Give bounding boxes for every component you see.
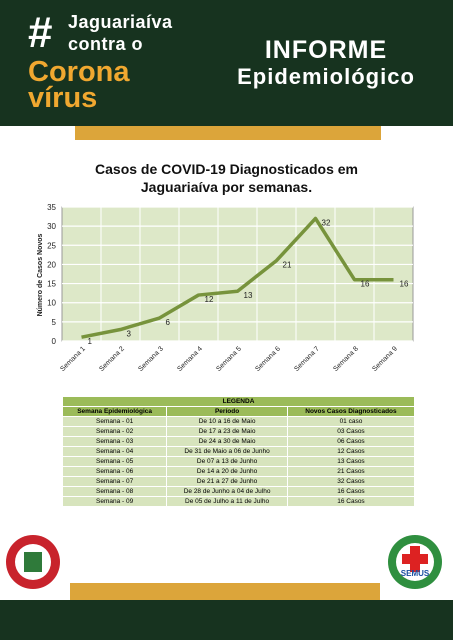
x-tick-label: Semana 8: [332, 345, 360, 373]
y-tick-label: 0: [52, 337, 57, 346]
table-cell: De 28 de Junho a 04 de Julho: [166, 486, 288, 497]
health-logo: [402, 554, 428, 564]
table-row: Semana - 03 De 24 a 30 de Maio 06 Casos: [61, 436, 416, 447]
x-tick-label: Semana 6: [254, 345, 282, 373]
table-cell: 03 Casos: [286, 426, 416, 437]
campaign-line: contra o: [68, 34, 144, 54]
column-header: Semana Epidemiológica: [61, 406, 168, 417]
y-tick-label: 5: [52, 318, 57, 327]
x-tick-label: Semana 2: [98, 345, 126, 373]
table-cell: De 21 a 27 de Junho: [166, 476, 288, 487]
table-cell: Semana - 06: [61, 466, 168, 477]
table-cell: 16 Casos: [286, 496, 416, 507]
data-label: 16: [361, 280, 370, 289]
table-row: Semana - 06 De 14 a 20 de Junho 21 Casos: [61, 466, 416, 477]
table-cell: Semana - 07: [61, 476, 168, 487]
table-row: Semana - 01 De 10 a 16 de Maio 01 caso: [61, 416, 416, 427]
table-cell: Semana - 01: [61, 416, 168, 427]
table-row: Semana - 02 De 17 a 23 de Maio 03 Casos: [61, 426, 416, 437]
campaign-line: vírus: [28, 82, 98, 114]
y-tick-label: 15: [47, 280, 56, 289]
data-label: 3: [127, 330, 132, 339]
data-label: 13: [244, 291, 253, 300]
table-cell: De 31 de Maio a 06 de Junho: [166, 446, 288, 457]
table-cell: Semana - 08: [61, 486, 168, 497]
report-title: Epidemiológico: [237, 64, 415, 89]
plot-area: [61, 206, 414, 342]
table-title-row: LEGENDA: [62, 396, 415, 407]
table-cell: Semana - 05: [61, 456, 168, 467]
report-title: INFORME: [264, 36, 388, 64]
campaign-line: Jaguariaíva: [68, 12, 173, 32]
table-cell: 32 Casos: [286, 476, 416, 487]
table-cell: De 24 a 30 de Maio: [166, 436, 288, 447]
y-tick-label: 25: [47, 241, 56, 250]
table-row: Semana - 04 De 31 de Maio a 06 de Junho 12…: [61, 446, 416, 457]
data-label: 1: [88, 337, 93, 346]
campaign-line: Corona: [28, 56, 130, 88]
footer: [0, 600, 453, 640]
table-cell: De 07 a 13 de Junho: [166, 456, 288, 467]
table-row: Semana - 09 De 05 de Julho a 11 de Julho 1…: [61, 496, 416, 507]
data-label: 6: [166, 318, 171, 327]
table-cell: 13 Casos: [286, 456, 416, 467]
x-tick-label: Semana 4: [176, 345, 204, 373]
table-cell: Semana - 09: [61, 496, 168, 507]
table-cell: 01 caso: [286, 416, 416, 427]
y-tick-label: 30: [47, 222, 56, 231]
table-cell: 16 Casos: [286, 486, 416, 497]
table-cell: 06 Casos: [286, 436, 416, 447]
y-tick-label: 35: [47, 203, 56, 212]
logos: SEMUS: [6, 535, 442, 589]
y-tick-label: 20: [47, 260, 56, 269]
table-cell: De 17 a 23 de Maio: [166, 426, 288, 437]
data-label: 16: [400, 280, 409, 289]
orange-bar: [70, 583, 380, 600]
x-tick-label: Semana 9: [371, 345, 399, 373]
table-cell: Semana - 04: [61, 446, 168, 457]
table-cell: De 14 a 20 de Junho: [166, 466, 288, 477]
table-cell: Semana - 02: [61, 426, 168, 437]
table-cell: 12 Casos: [286, 446, 416, 457]
table-cell: Semana - 03: [61, 436, 168, 447]
data-label: 21: [283, 261, 292, 270]
x-tick-label: Semana 5: [215, 345, 243, 373]
x-tick-label: Semana 3: [137, 345, 165, 373]
table-cell: De 10 a 16 de Maio: [166, 416, 288, 427]
table-cell: 21 Casos: [286, 466, 416, 477]
orange-bar: [75, 126, 381, 140]
y-tick-label: 10: [47, 299, 56, 308]
chart: Número de Casos Novos 051015202530351361…: [37, 203, 414, 373]
logo-text: SEMUS: [401, 569, 430, 578]
data-label: 12: [205, 295, 214, 304]
data-label: 32: [322, 218, 331, 227]
x-tick-label: Semana 7: [293, 345, 321, 373]
table-row: Semana - 05 De 07 a 13 de Junho 13 Casos: [61, 456, 416, 467]
table-title: LEGENDA: [62, 396, 415, 407]
column-header: Período: [166, 406, 288, 417]
line: [81, 216, 394, 339]
x-tick-label: Semana 1: [59, 345, 87, 373]
hash: #: [28, 8, 53, 57]
table-row: Semana - 07 De 21 a 27 de Junho 32 Casos: [61, 476, 416, 487]
chart-title: Casos de COVID-19 Diagnosticados em Jagu…: [95, 161, 358, 195]
header: [0, 0, 453, 126]
table-row: Semana - 08 De 28 de Junho a 04 de Julho 1…: [61, 486, 416, 497]
city-logo: [24, 552, 42, 572]
table-header-row: Semana Epidemiológica Período Novos Casos …: [61, 406, 416, 417]
column-header: Novos Casos Diagnosticados: [286, 406, 416, 417]
table-cell: De 05 de Julho a 11 de Julho: [166, 496, 288, 507]
y-axis-label: Número de Casos Novos: [37, 233, 44, 316]
legend-table: LEGENDA Semana Epidemiológica Período Novos…: [61, 396, 416, 507]
